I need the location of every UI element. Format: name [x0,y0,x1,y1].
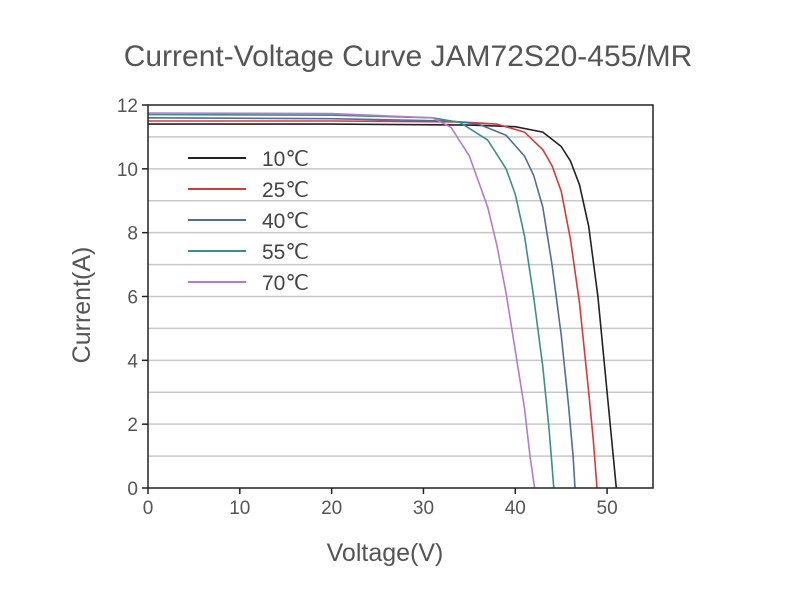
series-line-2 [148,120,598,489]
y-tick-label: 6 [127,288,138,309]
series-line-5 [147,112,536,489]
x-tick-label: 50 [597,498,618,519]
series-line-1 [148,123,618,489]
chart-title: Current-Voltage Curve JAM72S20-455/MR [124,40,693,73]
x-tick-label: 10 [229,498,250,519]
legend-label-4: 55℃ [262,241,309,264]
legend-label-2: 25℃ [262,179,309,202]
legend-label-1: 10℃ [262,148,309,171]
y-tick-label: 10 [117,160,138,181]
y-tick-label: 2 [127,415,138,436]
legend-label-3: 40℃ [262,210,309,233]
y-tick-label: 12 [117,96,138,117]
x-tick-label: 20 [321,498,342,519]
x-tick-label: 30 [413,498,434,519]
axes: 0 10 20 30 40 50 0 2 4 6 8 10 12 [117,96,618,519]
series-curves [147,112,618,489]
series-line-3 [147,117,576,489]
x-tick-label: 40 [505,498,526,519]
y-tick-label: 0 [127,479,138,500]
y-axis-label: Current(A) [68,247,96,364]
y-tick-label: 8 [127,224,138,245]
legend: 10℃ 25℃ 40℃ 55℃ 70℃ [188,148,309,295]
x-tick-label: 0 [143,498,154,519]
legend-label-5: 70℃ [262,272,309,295]
series-line-4 [147,113,555,489]
grid-lines [148,136,653,457]
y-tick-label: 4 [127,351,138,372]
x-axis-label: Voltage(V) [327,539,444,567]
